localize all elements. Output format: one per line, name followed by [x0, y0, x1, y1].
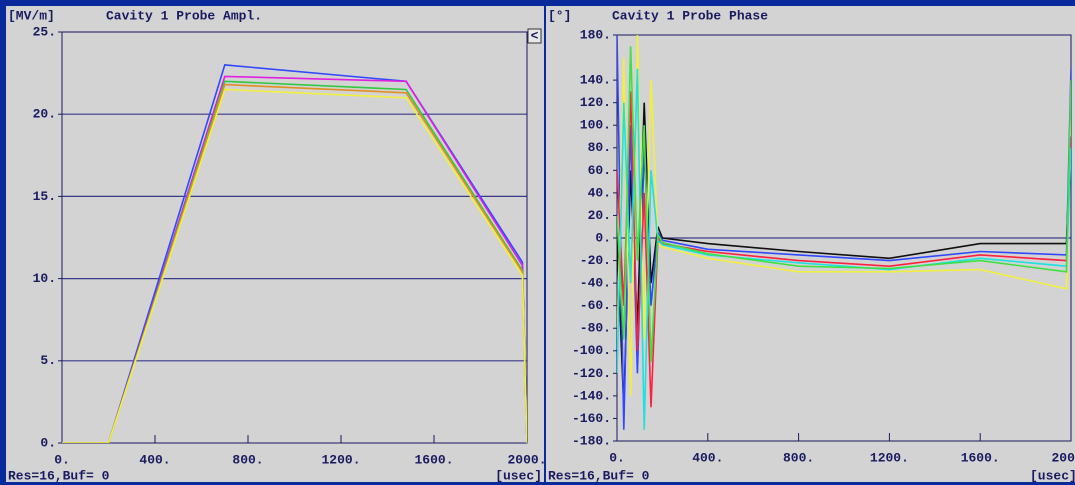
trace [617, 35, 1071, 430]
y-tick-label: -60. [580, 298, 611, 313]
x-tick-label: 1600. [414, 452, 453, 467]
trace [617, 68, 1071, 430]
y-tick-label: -40. [580, 276, 611, 291]
x-tick-label: 400. [692, 450, 723, 465]
x-unit: [usec] [1030, 468, 1075, 483]
scroll-button[interactable] [527, 28, 542, 44]
y-tick-label: -100. [572, 343, 611, 358]
y-tick-label: 0. [40, 435, 56, 450]
traces [62, 64, 527, 443]
x-tick-label: 1200. [321, 452, 360, 467]
traces [617, 35, 1071, 430]
y-tick-label: 140. [580, 73, 611, 88]
y-tick-label: -160. [572, 411, 611, 426]
trace [617, 35, 1071, 396]
y-tick-label: 25. [33, 24, 56, 39]
trace [617, 46, 1071, 363]
trace [62, 88, 527, 443]
plot-frame [61, 31, 528, 444]
y-tick-label: 100. [580, 118, 611, 133]
x-tick-label: 2000. [1051, 450, 1075, 465]
y-tick-label: 20. [33, 107, 56, 122]
trace [617, 91, 1071, 408]
y-tick-label: -180. [572, 433, 611, 448]
plot-title: Cavity 1 Probe Ampl. [106, 8, 262, 23]
x-tick-label: 2000. [507, 452, 546, 467]
y-tick-label: -140. [572, 388, 611, 403]
x-tick-label: 0. [54, 452, 70, 467]
y-tick-label: 80. [588, 140, 611, 155]
y-unit: [°] [548, 8, 571, 23]
y-tick-label: 5. [40, 353, 56, 368]
y-tick-label: 15. [33, 189, 56, 204]
plot-title: Cavity 1 Probe Phase [612, 8, 768, 23]
y-tick-label: 40. [588, 185, 611, 200]
x-tick-label: 800. [232, 452, 263, 467]
y-tick-label: 180. [580, 27, 611, 42]
y-tick-label: 60. [588, 163, 611, 178]
trace [617, 102, 1071, 408]
scroll-button-label: < [531, 28, 539, 43]
x-tick-label: 800. [783, 450, 814, 465]
y-unit: [MV/m] [8, 8, 55, 23]
panel [6, 6, 544, 482]
y-tick-label: -20. [580, 253, 611, 268]
status: Res=16,Buf= 0 [548, 468, 650, 483]
x-tick-label: 1200. [870, 450, 909, 465]
y-tick-label: -120. [572, 366, 611, 381]
x-tick-label: 1600. [961, 450, 1000, 465]
status: Res=16,Buf= 0 [8, 468, 110, 483]
y-tick-label: 120. [580, 95, 611, 110]
x-unit: [usec] [495, 468, 542, 483]
x-tick-label: 0. [609, 450, 625, 465]
y-tick-label: 0. [595, 230, 611, 245]
y-tick-label: 20. [588, 208, 611, 223]
y-tick-label: 10. [33, 271, 56, 286]
x-tick-label: 400. [139, 452, 170, 467]
y-tick-label: -80. [580, 321, 611, 336]
